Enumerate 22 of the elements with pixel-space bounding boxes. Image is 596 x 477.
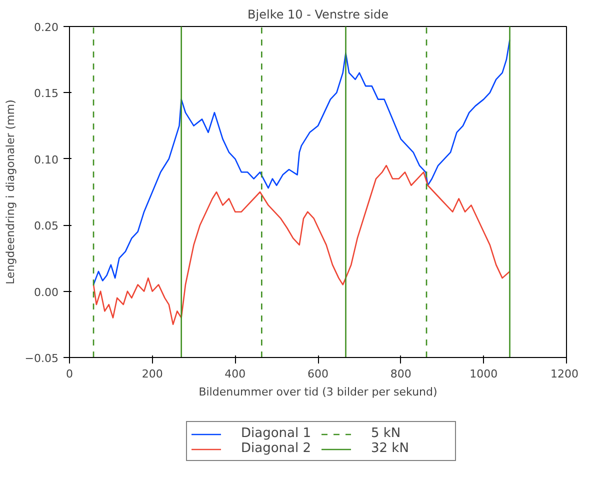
legend-label: Diagonal 1 [241, 426, 312, 441]
y-tick-label: −0.05 [24, 352, 59, 365]
legend-label: 32 kN [371, 441, 410, 456]
y-tick-label: 0.10 [34, 153, 59, 166]
y-axis-title: Lengdeendring i diagonaler (mm) [4, 100, 17, 284]
chart-title: Bjelke 10 - Venstre side [248, 8, 388, 22]
x-tick-label: 1200 [550, 368, 579, 380]
x-tick-label: 1000 [470, 368, 498, 380]
x-tick-label: 600 [308, 368, 328, 380]
x-tick-label: 200 [142, 368, 163, 380]
x-tick-label: 800 [390, 368, 412, 380]
legend-label: 5 kN [371, 426, 402, 441]
y-tick-label: 0.15 [34, 87, 59, 100]
y-tick-label: 0.05 [34, 220, 59, 233]
y-tick-label: 0.20 [34, 21, 59, 34]
x-axis-title: Bildenummer over tid (3 bilder per sekund) [198, 386, 438, 398]
x-tick-label: 0 [66, 368, 73, 380]
line-series [92, 164, 510, 326]
y-tick-label: 0.00 [34, 286, 59, 299]
line-series [92, 39, 510, 286]
legend-label: Diagonal 2 [241, 441, 312, 456]
x-tick-label: 400 [224, 368, 246, 380]
